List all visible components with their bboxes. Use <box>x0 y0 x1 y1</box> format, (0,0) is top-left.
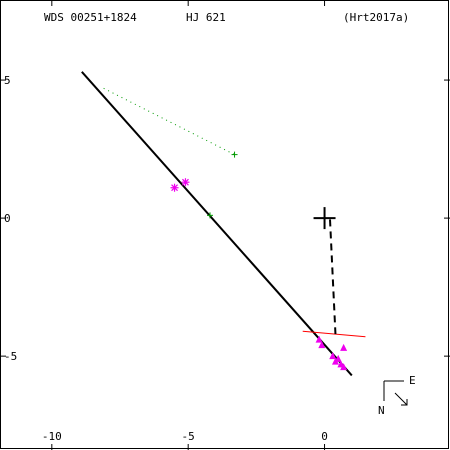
data-point-triangle <box>329 352 337 360</box>
data-point-asterisk <box>181 178 190 187</box>
compass-motion-arrow <box>394 392 408 406</box>
data-point-asterisk <box>170 183 179 192</box>
data-point-plus <box>231 151 238 158</box>
primary-star-marker <box>313 207 336 230</box>
compass-north-label: N <box>378 404 385 417</box>
y-tick-label: 5 <box>4 74 11 87</box>
red-residual-line <box>302 330 366 338</box>
compass-east-label: E <box>409 374 416 387</box>
fitted-orbit-line <box>81 71 353 377</box>
data-point-triangle <box>318 341 326 349</box>
asterisk-stroke <box>182 178 189 186</box>
data-point-triangle <box>340 363 348 371</box>
data-point-triangle <box>334 354 342 362</box>
y-axis-ticks: 5 0 -5 <box>0 74 450 363</box>
data-point-plus <box>207 212 213 219</box>
triangle-mark <box>340 363 348 371</box>
triangle-mark <box>334 354 342 362</box>
wds-identifier: WDS 00251+1824 <box>44 11 137 24</box>
asterisk-stroke <box>171 184 178 192</box>
data-point-triangle <box>315 335 323 343</box>
x-tick-label: 0 <box>321 430 328 443</box>
compass-arrow-head <box>401 399 408 406</box>
x-tick-label: -5 <box>182 430 195 443</box>
x-tick-label: -10 <box>42 430 62 443</box>
y-tick-label: -5 <box>4 350 17 363</box>
data-points <box>170 151 348 371</box>
triangle-mark <box>315 335 323 343</box>
triangle-mark <box>340 343 348 351</box>
reference-code: (Hrt2017a) <box>343 11 409 24</box>
triangle-mark <box>329 352 337 360</box>
compass: E N <box>378 374 416 417</box>
triangle-mark <box>318 341 326 349</box>
discoverer-code: HJ 621 <box>186 11 226 24</box>
data-point-triangle <box>340 343 348 351</box>
x-axis-ticks: -10 -5 0 <box>42 0 328 450</box>
y-tick-label: 0 <box>4 212 11 225</box>
